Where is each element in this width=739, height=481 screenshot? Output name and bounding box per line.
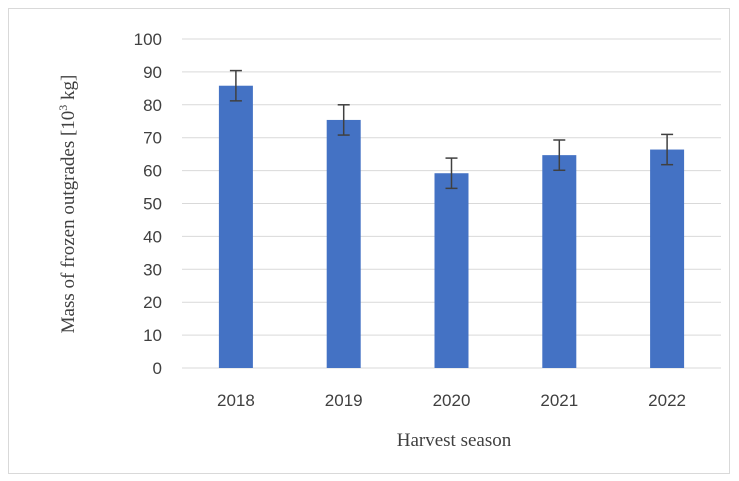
y-tick-label: 40 <box>143 227 162 246</box>
x-axis-ticks: 2018 2019 2020 2021 2022 <box>217 391 686 410</box>
error-bar <box>553 139 566 172</box>
y-tick-label: 80 <box>143 96 162 115</box>
error-bar <box>661 133 674 166</box>
bar <box>650 149 685 368</box>
y-tick-label: 20 <box>143 293 162 312</box>
error-bar <box>229 69 242 102</box>
y-tick-label: 0 <box>153 359 162 378</box>
bars <box>218 85 685 369</box>
error-bar <box>445 157 458 190</box>
error-bar <box>337 104 350 136</box>
x-axis-title: Harvest season <box>397 430 512 451</box>
y-tick-label: 60 <box>143 162 162 181</box>
x-tick-label: 2019 <box>325 391 363 410</box>
y-tick-label: 50 <box>143 195 162 214</box>
bar <box>326 119 361 369</box>
y-axis-title-tail: kg] <box>58 75 79 105</box>
x-tick-label: 2021 <box>540 391 578 410</box>
bar <box>542 155 577 368</box>
bar <box>434 173 469 368</box>
y-axis-ticks: 0 10 20 30 40 50 60 70 80 90 100 <box>134 30 162 378</box>
y-tick-label: 10 <box>143 326 162 345</box>
chart-frame <box>8 8 730 474</box>
error-bars <box>229 69 674 190</box>
bar <box>218 85 253 368</box>
gridlines <box>182 38 721 369</box>
x-tick-label: 2018 <box>217 391 255 410</box>
y-tick-label: 70 <box>143 129 162 148</box>
y-tick-label: 90 <box>143 63 162 82</box>
y-axis-title-main: Mass of frozen outgrades [10 <box>58 111 79 334</box>
x-tick-label: 2020 <box>433 391 471 410</box>
y-tick-label: 30 <box>143 260 162 279</box>
y-axis-title-superscript: 3 <box>56 105 70 111</box>
y-axis-title: Mass of frozen outgrades [103 kg] <box>56 75 79 334</box>
y-tick-label: 100 <box>134 30 162 49</box>
x-tick-label: 2022 <box>648 391 686 410</box>
